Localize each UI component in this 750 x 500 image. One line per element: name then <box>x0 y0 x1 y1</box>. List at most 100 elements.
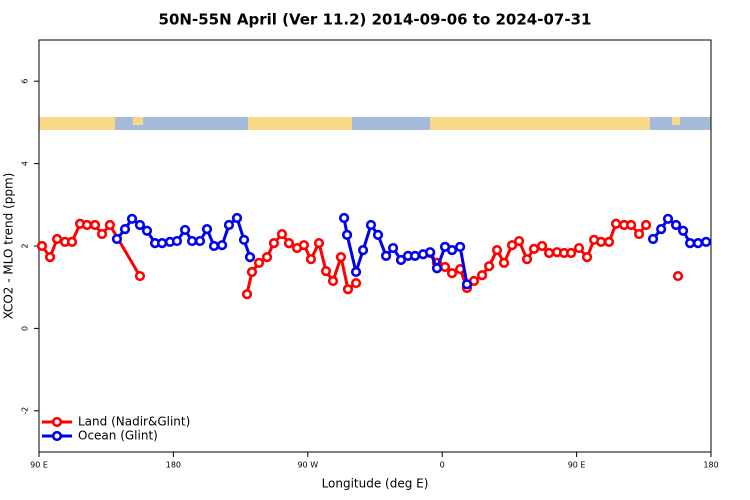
data-point <box>647 233 659 245</box>
data-point <box>44 252 56 263</box>
data-point <box>350 266 362 278</box>
y-tick-label: 0 <box>21 326 30 331</box>
legend-marker <box>51 430 63 442</box>
data-point <box>231 212 243 224</box>
data-point <box>677 225 689 236</box>
data-point <box>573 242 585 254</box>
data-point <box>241 289 253 300</box>
data-point <box>134 219 146 231</box>
data-point <box>476 270 488 281</box>
data-point <box>338 212 350 224</box>
x-tick-label: 180 <box>166 461 181 470</box>
data-point <box>633 228 645 240</box>
data-point <box>216 240 228 251</box>
y-axis-label: XCO2 - MLO trend (ppm) <box>2 173 16 320</box>
data-point <box>141 225 153 236</box>
data-point <box>276 228 288 240</box>
y-tick-label: 4 <box>21 161 30 166</box>
x-tick-label: 90 E <box>30 461 48 470</box>
data-point <box>387 242 399 254</box>
data-point <box>483 261 495 272</box>
data-point <box>498 257 510 268</box>
data-point <box>670 219 682 231</box>
data-point <box>662 213 674 224</box>
data-point <box>565 247 577 259</box>
x-tick-label: 0 <box>440 461 445 470</box>
data-point <box>446 245 458 256</box>
land-band <box>133 117 143 125</box>
data-point <box>81 219 93 231</box>
y-tick-label: 2 <box>21 243 30 248</box>
series <box>36 218 684 300</box>
x-tick-label: 90 E <box>568 461 586 470</box>
data-point <box>36 240 48 252</box>
data-point <box>194 235 206 247</box>
data-point <box>365 219 377 231</box>
legend-label: Land (Nadir&Glint) <box>78 415 190 429</box>
data-point <box>261 252 273 263</box>
data-point <box>409 250 421 261</box>
data-point <box>395 254 407 266</box>
data-point <box>672 270 684 282</box>
x-tick-label: 180 <box>703 461 718 470</box>
data-point <box>51 233 63 245</box>
data-point <box>298 240 310 251</box>
data-point <box>313 238 325 249</box>
data-point <box>581 252 593 263</box>
data-point <box>342 284 354 295</box>
data-point <box>327 275 339 287</box>
data-point <box>66 236 78 247</box>
data-point <box>96 228 108 240</box>
data-point <box>446 268 458 279</box>
x-tick-label: 90 W <box>297 461 318 470</box>
land-band <box>672 117 680 125</box>
land-band <box>248 117 352 130</box>
data-point <box>238 234 250 245</box>
data-point <box>521 254 533 265</box>
data-point <box>692 238 704 249</box>
land-band <box>39 117 115 130</box>
data-point <box>186 235 198 247</box>
data-point <box>320 266 332 277</box>
data-point <box>528 243 540 254</box>
series <box>111 212 712 290</box>
data-point <box>283 238 295 249</box>
data-point <box>595 236 607 247</box>
data-point <box>455 241 466 252</box>
data-point <box>126 213 138 224</box>
data-point <box>357 245 369 256</box>
data-point <box>425 247 436 258</box>
data-point <box>640 219 652 231</box>
data-point <box>506 240 518 251</box>
data-point <box>350 277 362 289</box>
data-point <box>431 263 443 274</box>
data-point <box>134 270 146 282</box>
data-point <box>656 224 667 235</box>
data-point <box>372 229 384 240</box>
data-point <box>223 219 235 231</box>
data-point <box>610 218 622 229</box>
data-point <box>544 247 555 259</box>
data-point <box>201 224 213 235</box>
data-point <box>335 252 347 263</box>
data-point <box>104 219 116 231</box>
data-point <box>603 236 615 247</box>
land-band <box>430 117 650 130</box>
y-tick-label: 6 <box>21 79 30 84</box>
legend-label: Ocean (Glint) <box>78 429 158 443</box>
data-point <box>268 238 280 249</box>
chart-title: 50N-55N April (Ver 11.2) 2014-09-06 to 2… <box>159 11 592 29</box>
data-point <box>253 257 265 268</box>
data-point <box>684 238 696 249</box>
data-point <box>537 240 548 252</box>
legend: Land (Nadir&Glint)Ocean (Glint) <box>42 415 190 443</box>
data-point <box>491 245 503 256</box>
data-point <box>305 254 317 265</box>
data-point <box>439 261 451 273</box>
data-point <box>380 250 392 261</box>
y-tick-label: -2 <box>21 407 30 415</box>
data-point <box>119 224 131 235</box>
data-point <box>626 219 637 231</box>
